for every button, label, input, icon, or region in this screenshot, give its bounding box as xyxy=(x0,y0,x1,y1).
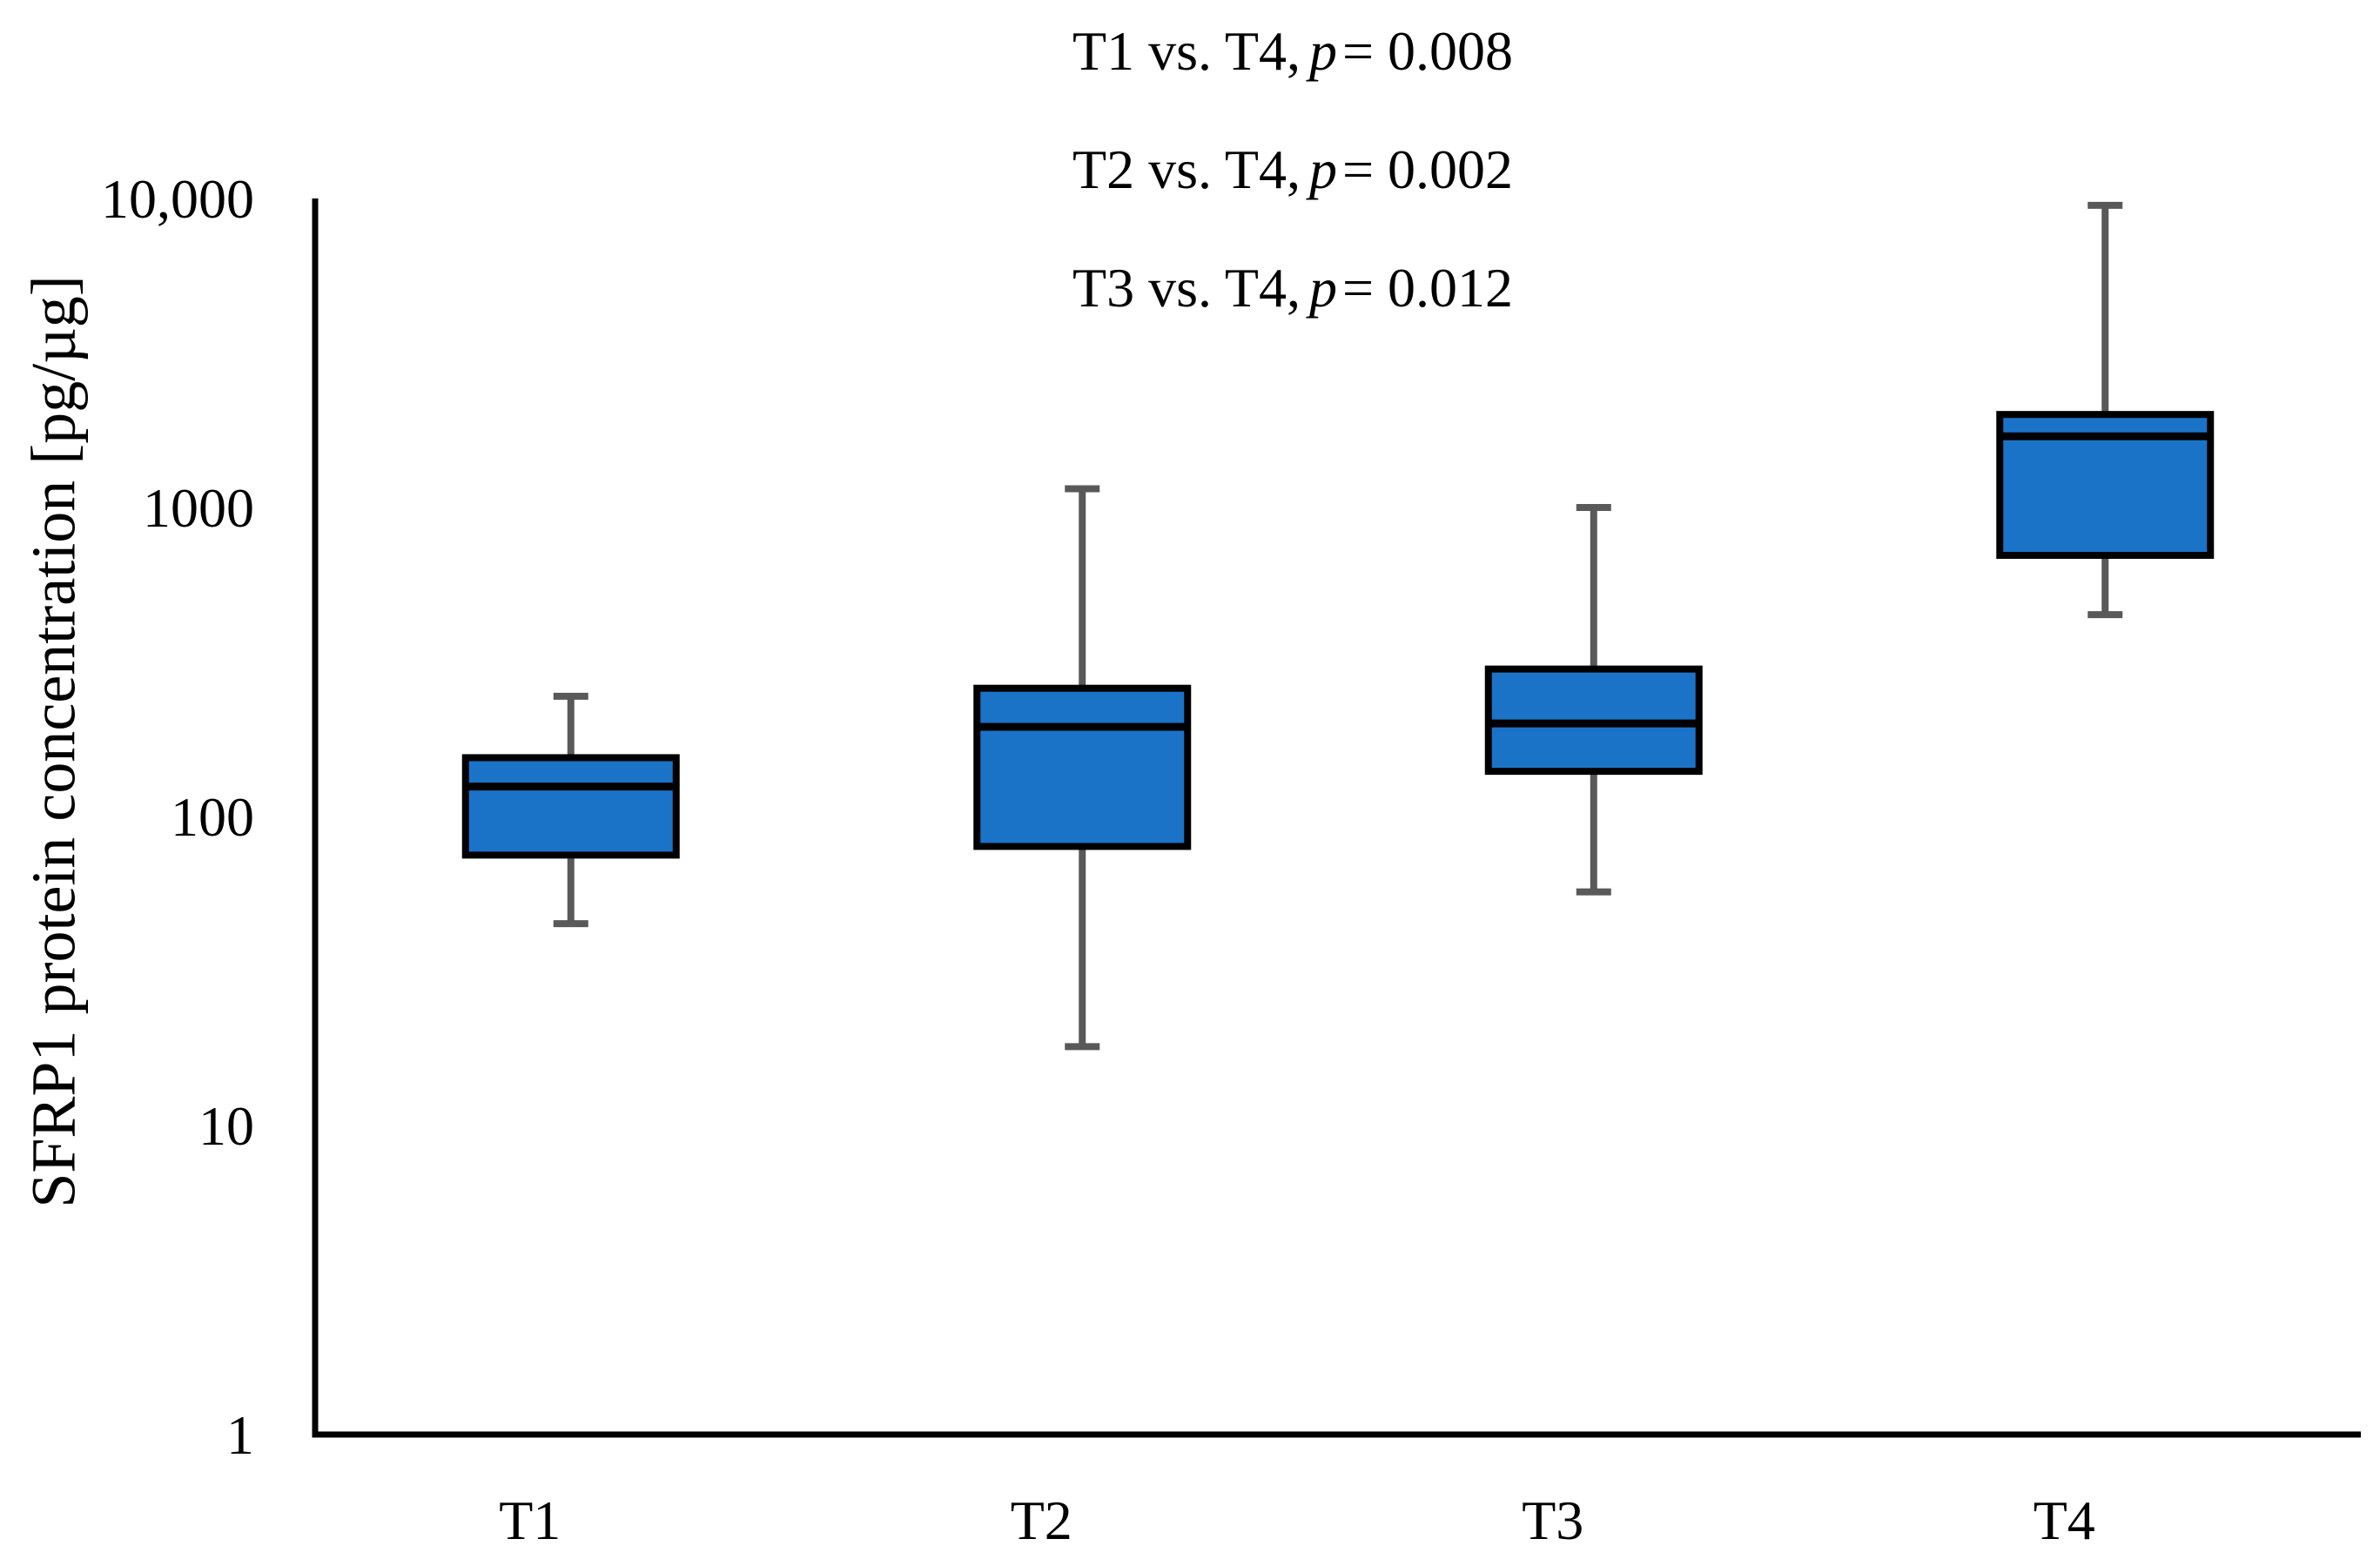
y-tick-label: 100 xyxy=(171,786,254,848)
x-category-label-T2: T2 xyxy=(1011,1489,1072,1551)
y-tick-label: 10 xyxy=(198,1095,254,1157)
p-value: = 0.012 xyxy=(1341,257,1514,319)
comparison-pair: T2 vs. T4, xyxy=(1072,138,1301,201)
x-category-label-T4: T4 xyxy=(2034,1489,2095,1551)
x-category-label-T1: T1 xyxy=(499,1489,561,1551)
comparison-pair: T3 vs. T4, xyxy=(1072,257,1301,319)
y-tick-label: 1 xyxy=(226,1404,254,1466)
pvalue-annotations: T1 vs. T4, p= 0.008 T2 vs. T4, p= 0.002 T3… xyxy=(1072,19,1513,375)
p-symbol: p xyxy=(1308,138,1337,201)
p-symbol: p xyxy=(1308,257,1337,319)
pvalue-annotation-t2-t4: T2 vs. T4, p= 0.002 xyxy=(1072,138,1513,202)
p-symbol: p xyxy=(1308,20,1337,82)
x-category-label-T3: T3 xyxy=(1522,1489,1583,1551)
y-tick-label: 1000 xyxy=(143,477,254,539)
comparison-pair: T1 vs. T4, xyxy=(1072,20,1301,82)
y-tick-label: 10,000 xyxy=(101,168,254,230)
axis-lines xyxy=(312,198,2361,1438)
p-value: = 0.008 xyxy=(1341,20,1514,82)
pvalue-annotation-t3-t4: T3 vs. T4, p= 0.012 xyxy=(1072,256,1513,320)
iqr-box-T1 xyxy=(461,754,680,859)
p-value: = 0.002 xyxy=(1341,138,1514,201)
pvalue-annotation-t1-t4: T1 vs. T4, p= 0.008 xyxy=(1072,19,1513,84)
iqr-box-T2 xyxy=(973,684,1192,850)
